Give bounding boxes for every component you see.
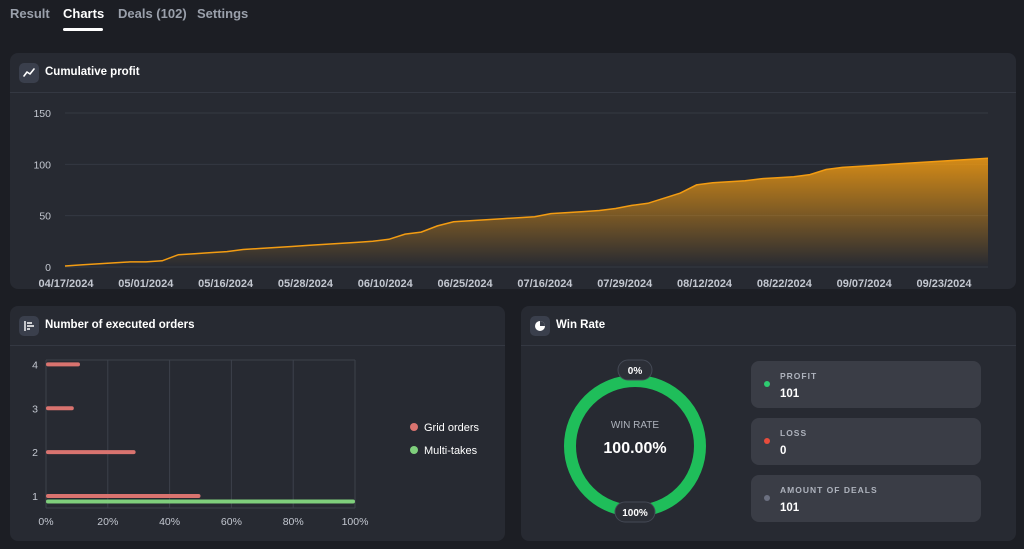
loss-stat: LOSS 0 xyxy=(751,418,981,465)
card-header: Win Rate xyxy=(521,306,1016,346)
y-tick-label: 100 xyxy=(33,159,51,171)
x-tick-label: 80% xyxy=(283,516,304,528)
x-tick-label: 0% xyxy=(38,516,53,528)
legend-dot xyxy=(410,446,418,454)
stat-label: AMOUNT OF DEALS xyxy=(780,485,878,495)
x-tick-label: 09/23/2024 xyxy=(916,278,972,289)
tab-deals[interactable]: Deals (102) xyxy=(118,6,187,21)
legend-dot xyxy=(410,423,418,431)
x-tick-label: 09/07/2024 xyxy=(837,278,893,289)
multi-takes-bar xyxy=(46,499,355,504)
y-tick-label: 1 xyxy=(32,491,38,503)
y-tick-label: 0 xyxy=(45,262,51,274)
x-tick-label: 100% xyxy=(342,516,369,528)
executed-orders-card: Number of executed orders 0% 20% 40% 60% 80%… xyxy=(10,306,505,541)
top-badge-label: 0% xyxy=(628,366,643,377)
bottom-badge-label: 100% xyxy=(622,508,648,519)
tab-result[interactable]: Result xyxy=(10,6,50,21)
win-rate-gauge: WIN RATE 100.00% 0% 100% xyxy=(564,359,706,523)
legend-label: Multi-takes xyxy=(424,445,478,457)
x-tick-label: 05/28/2024 xyxy=(278,278,334,289)
x-tick-label: 06/10/2024 xyxy=(358,278,414,289)
stat-value: 101 xyxy=(780,388,800,400)
bar-list-icon xyxy=(19,316,39,336)
stat-label: LOSS xyxy=(780,428,808,438)
deals-stat: AMOUNT OF DEALS 101 xyxy=(751,475,981,522)
grid-orders-bar xyxy=(46,450,136,455)
x-tick-label: 07/29/2024 xyxy=(597,278,653,289)
x-tick-label: 40% xyxy=(159,516,180,528)
y-tick-label: 2 xyxy=(32,447,38,459)
cumulative-profit-card: Cumulative profit 0 50 100 150 04/17/2024 05/… xyxy=(10,53,1016,289)
x-tick-label: 06/25/2024 xyxy=(438,278,494,289)
profit-line xyxy=(64,157,989,267)
trend-line-icon xyxy=(19,63,39,83)
tab-settings[interactable]: Settings xyxy=(197,6,249,21)
stat-label: PROFIT xyxy=(780,371,818,381)
grid-orders-bar xyxy=(46,494,201,498)
profit-stat: PROFIT 101 xyxy=(751,361,981,408)
y-tick-label: 3 xyxy=(32,403,38,415)
card-header: Number of executed orders xyxy=(10,306,505,346)
tab-bar: Result Charts Deals (102) Settings xyxy=(0,0,1024,36)
x-tick-label: 05/16/2024 xyxy=(198,278,254,289)
x-tick-label: 20% xyxy=(97,516,118,528)
card-header: Cumulative profit xyxy=(10,53,1016,93)
profit-area xyxy=(65,158,988,267)
x-tick-label: 07/16/2024 xyxy=(517,278,573,289)
y-tick-label: 50 xyxy=(39,211,51,223)
executed-orders-chart[interactable]: 0% 20% 40% 60% 80% 100% 1 2 3 4 Grid orders Multi-t… xyxy=(10,346,505,541)
card-title: Number of executed orders xyxy=(45,319,195,331)
y-tick-label: 150 xyxy=(33,108,51,120)
x-tick-label: 05/01/2024 xyxy=(118,278,174,289)
tab-charts[interactable]: Charts xyxy=(63,6,105,21)
y-tick-label: 4 xyxy=(32,359,38,371)
grid-orders-bar xyxy=(46,362,80,367)
card-title: Win Rate xyxy=(556,319,606,331)
profit-dot xyxy=(764,381,770,387)
x-tick-label: 04/17/2024 xyxy=(38,278,94,289)
pie-chart-icon xyxy=(530,316,550,336)
x-tick-label: 08/12/2024 xyxy=(677,278,733,289)
stat-value: 0 xyxy=(780,445,787,457)
loss-dot xyxy=(764,438,770,444)
card-title: Cumulative profit xyxy=(45,66,140,78)
top-badge xyxy=(617,359,653,381)
active-tab-indicator xyxy=(63,28,103,31)
deals-dot xyxy=(764,495,770,501)
cumulative-profit-chart[interactable]: 0 50 100 150 04/17/2024 05/01/2024 05/16/2024 0… xyxy=(10,93,1016,289)
legend-label: Grid orders xyxy=(424,422,480,434)
x-tick-label: 60% xyxy=(221,516,242,528)
win-rate-card: Win Rate WIN RATE 100.00% 0% 100% PROFIT… xyxy=(521,306,1016,541)
bottom-badge xyxy=(614,501,656,523)
win-rate-label: WIN RATE xyxy=(611,420,659,431)
stat-value: 101 xyxy=(780,502,800,514)
x-tick-label: 08/22/2024 xyxy=(757,278,813,289)
win-rate-value: 100.00% xyxy=(603,440,666,457)
grid-orders-bar xyxy=(46,406,74,411)
